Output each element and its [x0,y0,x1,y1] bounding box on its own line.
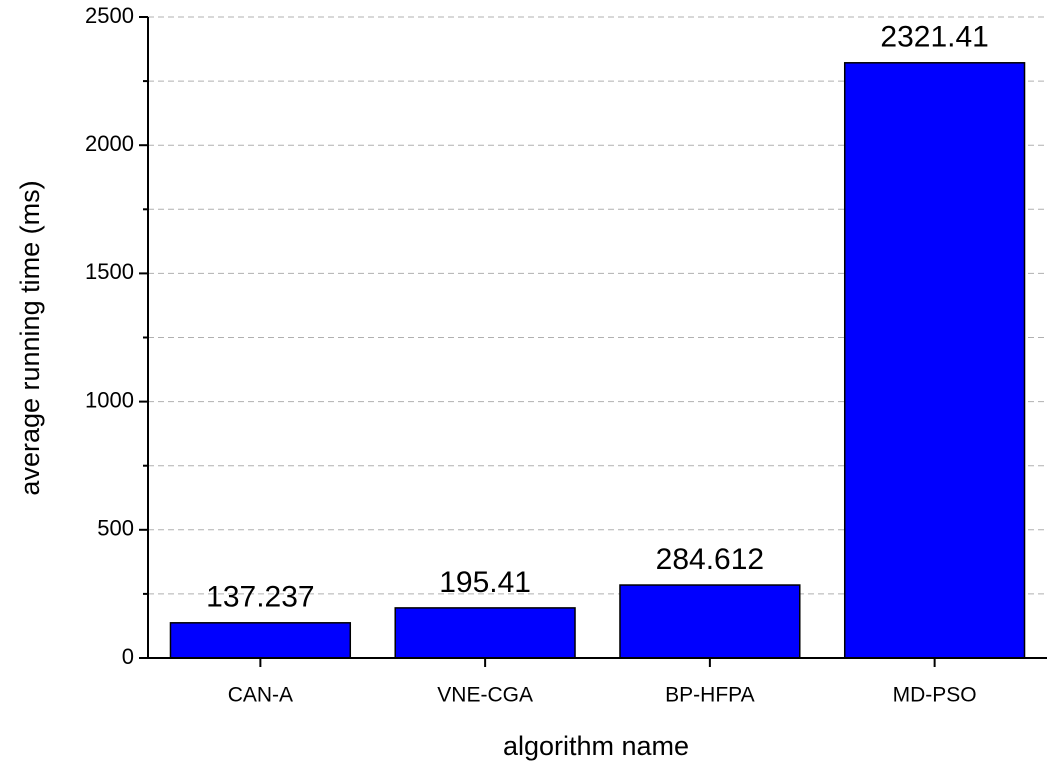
y-tick-label: 1500 [85,259,134,284]
value-label: 137.237 [206,581,314,614]
x-tick-label: CAN-A [228,684,293,707]
value-label: 195.41 [439,566,531,599]
bar [169,622,352,659]
y-tick-label: 0 [122,644,134,669]
y-tick-label: 2000 [85,131,134,156]
bar [619,584,801,659]
bar [394,607,576,659]
bar [843,62,1026,659]
x-tick-label: MD-PSO [893,684,977,707]
x-axis-title: algorithm name [503,731,689,761]
value-label: 284.612 [656,543,764,576]
value-label: 2321.41 [880,21,988,54]
y-tick-label: 500 [97,516,134,541]
y-tick-label: 2500 [85,3,134,28]
y-axis-title: average running time (ms) [15,180,45,495]
y-tick-label: 1000 [85,387,134,412]
x-tick-label: BP-HFPA [665,684,754,707]
x-tick-label: VNE-CGA [437,684,533,707]
